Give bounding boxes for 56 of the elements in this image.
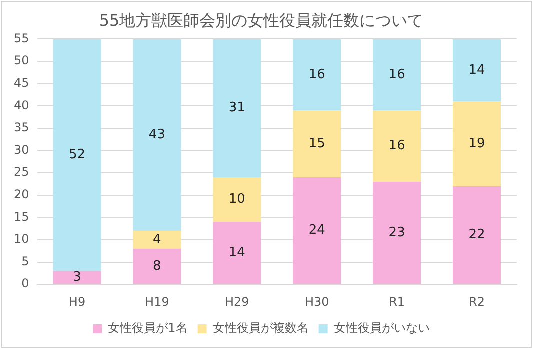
y-tick-label: 15: [14, 210, 30, 224]
data-label: 23: [388, 225, 406, 240]
data-label: 43: [148, 128, 166, 143]
bar: [213, 178, 262, 222]
bar: [453, 102, 502, 186]
bar: [293, 178, 342, 284]
y-tick-label: 30: [14, 142, 30, 157]
data-label: 3: [73, 270, 82, 286]
data-label: 24: [308, 223, 326, 238]
data-label: 15: [308, 136, 326, 152]
bar: [373, 39, 422, 111]
data-label: 31: [228, 100, 246, 116]
legend-label: 女性役員が複数名: [212, 321, 309, 336]
data-label: 19: [468, 136, 486, 152]
data-label: 8: [153, 258, 162, 274]
y-tick-label: 10: [14, 232, 30, 246]
data-label: 14: [468, 62, 486, 78]
bar: [213, 39, 262, 178]
data-label: 22: [468, 228, 486, 243]
bar: [453, 186, 502, 284]
bar: [373, 110, 422, 182]
data-label: 14: [228, 245, 246, 260]
y-tick-label: 35: [14, 120, 30, 135]
y-tick-label: 25: [14, 165, 30, 180]
data-label: 16: [388, 138, 406, 154]
bar: [133, 248, 182, 284]
chart-title: 55地方獣医師会別の女性役員就任数について: [99, 10, 424, 30]
data-label: 10: [228, 192, 246, 208]
bar: [293, 110, 342, 178]
x-tick-label: H19: [145, 294, 170, 309]
y-tick-label: 40: [14, 98, 30, 112]
bar: [453, 39, 502, 102]
bar: [133, 231, 182, 249]
bar: [133, 39, 182, 232]
legend-label: 女性役員が1名: [108, 321, 188, 336]
legend-label: 女性役員がいない: [334, 321, 430, 336]
data-label: 16: [308, 67, 326, 82]
y-tick-label: 5: [22, 254, 30, 268]
y-tick-label: 20: [14, 187, 30, 202]
bar: [213, 222, 262, 284]
x-tick-label: R2: [469, 294, 486, 309]
data-label: 4: [153, 232, 162, 248]
data-label: 16: [388, 67, 406, 82]
y-tick-label: 45: [14, 76, 30, 90]
x-tick-label: H30: [304, 294, 330, 309]
y-tick-label: 50: [14, 54, 30, 68]
bar: [53, 271, 102, 284]
y-tick-label: 55: [14, 31, 30, 46]
data-label: 52: [68, 148, 86, 163]
x-tick-label: H9: [68, 294, 86, 309]
y-tick-label: 0: [22, 276, 30, 291]
bar: [373, 182, 422, 284]
bar: [293, 39, 342, 111]
x-tick-label: R1: [389, 294, 406, 309]
bar: [53, 39, 102, 272]
x-tick-label: H29: [225, 294, 250, 309]
